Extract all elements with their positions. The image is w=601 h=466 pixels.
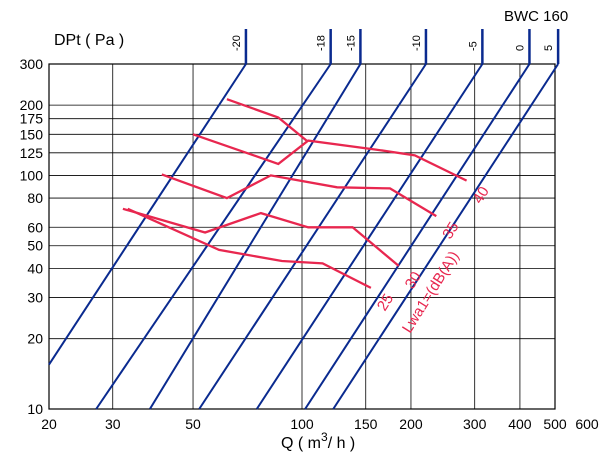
y-tick-label: 175 <box>20 111 44 127</box>
x-axis-label-part-2: / h ) <box>328 435 356 452</box>
labels: 20 30 50 100 150 200 300 400 500 6001020304050608… <box>20 35 599 432</box>
x-tick-label: 500 <box>543 416 567 432</box>
y-tick-label: 10 <box>27 401 43 417</box>
y-tick-label: 50 <box>27 238 43 254</box>
noise-level-label: 40 <box>470 184 493 207</box>
damper-line <box>149 63 362 410</box>
damper-line <box>198 63 427 410</box>
damper-setting-label: -15 <box>345 35 357 51</box>
x-tick-label: 100 <box>290 416 314 432</box>
noise-line <box>161 173 437 218</box>
y-tick-label: 80 <box>27 190 43 206</box>
x-tick-label: 400 <box>508 416 532 432</box>
grid-layer <box>48 63 556 410</box>
damper-line <box>304 63 531 410</box>
noise-level-label: 35 <box>439 219 462 242</box>
chart-title: BWC 160 <box>504 8 568 25</box>
damper-setting-label: -20 <box>231 35 243 51</box>
x-tick-label: 150 <box>354 416 378 432</box>
noise-line <box>226 98 308 142</box>
noise-level-label: 30 <box>402 269 425 292</box>
x-tick-label: 200 <box>399 416 423 432</box>
y-tick-label: 150 <box>20 126 44 142</box>
damper-setting-label: -10 <box>411 35 423 51</box>
damper-line <box>332 63 559 410</box>
damper-line <box>95 63 332 410</box>
noise-line <box>122 207 400 267</box>
x-tick-label: 30 <box>105 416 121 432</box>
x-axis-label-part-1: Q ( m <box>281 435 321 452</box>
system-curves <box>48 29 560 410</box>
y-tick-label: 300 <box>20 56 44 72</box>
y-tick-label: 60 <box>27 219 43 235</box>
noise-level-label: 25 <box>374 291 397 314</box>
y-tick-label: 100 <box>20 167 44 183</box>
noise-curves <box>122 98 468 289</box>
noise-line <box>127 207 372 289</box>
y-axis-label: DPt ( Pa ) <box>54 32 124 49</box>
y-tick-label: 30 <box>27 290 43 306</box>
x-tick-label: 300 <box>463 416 487 432</box>
damper-setting-label: -18 <box>316 35 328 51</box>
damper-setting-label: 0 <box>514 45 526 51</box>
y-tick-label: 125 <box>20 145 44 161</box>
x-tick-label: 50 <box>185 416 201 432</box>
x-axis-label: Q ( m3/ h ) <box>281 430 355 452</box>
damper-line <box>255 63 484 410</box>
noise-line <box>192 133 468 182</box>
y-tick-label: 40 <box>27 260 43 276</box>
x-tick-label: 600 <box>575 416 599 432</box>
damper-line <box>48 63 247 366</box>
y-tick-label: 20 <box>27 331 43 347</box>
y-tick-label: 200 <box>20 97 44 113</box>
damper-setting-label: -5 <box>467 41 479 51</box>
x-tick-label: 20 <box>41 416 57 432</box>
damper-setting-label: 5 <box>543 45 555 51</box>
x-axis-label-superscript: 3 <box>321 430 328 444</box>
